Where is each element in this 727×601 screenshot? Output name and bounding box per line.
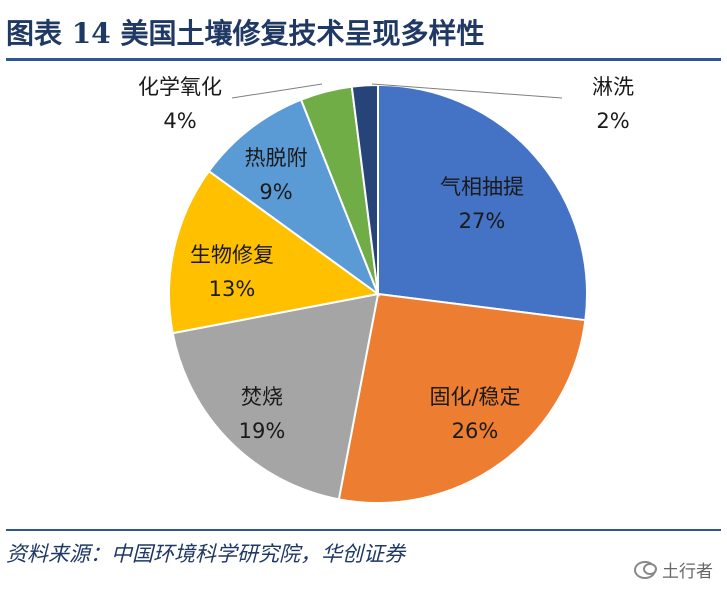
- slice-value-label-1: 27%: [459, 209, 506, 233]
- slice-label-6: 化学氧化: [138, 75, 222, 99]
- slice-value-label-6: 4%: [163, 109, 196, 133]
- pie-labels: 气相抽提 27% 固化/稳定 26% 焚烧 19% 生物修复 13% 热脱附 9% 化学氧化 4% 淋洗…: [138, 75, 634, 443]
- chart-title: 图表 14 美国土壤修复技术呈现多样性: [6, 17, 485, 50]
- slice-label-5: 热脱附: [245, 146, 308, 170]
- leader-lines: [231, 83, 563, 99]
- slice-value-label-5: 9%: [259, 180, 292, 204]
- leader-line-6: [231, 83, 323, 99]
- slice-label-3: 焚烧: [241, 385, 283, 409]
- title-divider: [6, 58, 721, 61]
- pie-slice-7: [350, 83, 379, 295]
- pie-slice-3: [171, 292, 380, 501]
- pie-slice-2: [337, 292, 587, 504]
- leader-line-7: [371, 83, 563, 99]
- pie-chart: 气相抽提 27% 固化/稳定 26% 焚烧 19% 生物修复 13% 热脱附 9% 化学氧化 4% 淋洗…: [138, 75, 634, 504]
- slice-label-2: 固化/稳定: [429, 385, 520, 409]
- footer-divider: [6, 529, 721, 531]
- slice-value-label-7: 2%: [596, 109, 629, 133]
- wechat-icon: [634, 560, 657, 579]
- watermark-text: 土行者: [662, 562, 713, 582]
- slice-label-1: 气相抽提: [440, 175, 524, 199]
- pie-slice-5: [207, 98, 381, 297]
- slice-value-label-4: 13%: [209, 277, 256, 301]
- source-note: 资料来源：中国环境科学研究院，华创证券: [6, 542, 405, 566]
- slice-value-label-2: 26%: [452, 419, 499, 443]
- slice-label-4: 生物修复: [190, 243, 274, 267]
- pie-slices: [168, 83, 588, 504]
- pie-slice-4: [168, 169, 381, 335]
- slice-label-7: 淋洗: [592, 75, 634, 99]
- watermark: 土行者: [634, 557, 713, 582]
- slice-value-label-3: 19%: [239, 419, 286, 443]
- pie-slice-1: [377, 83, 588, 322]
